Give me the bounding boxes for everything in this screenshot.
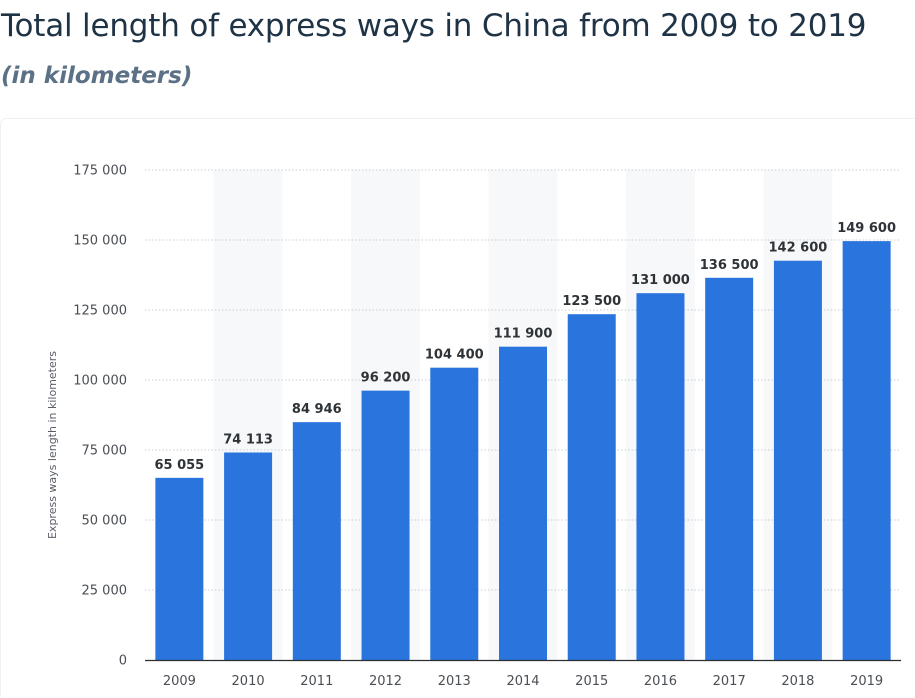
y-tick-label-0: 0: [119, 654, 127, 669]
bar-2009: [155, 477, 204, 660]
x-tick-label-2014: 2014: [506, 674, 539, 689]
bar-chart: 65 055 74 113 84 946 96 200 104 400 111 900 12…: [46, 164, 901, 689]
x-tick-label-2019: 2019: [850, 674, 883, 689]
value-label-2011: 84 946: [292, 402, 342, 417]
chart-panel: 65 055 74 113 84 946 96 200 104 400 111 900 12…: [0, 118, 915, 697]
y-tick-label-175000: 175 000: [73, 164, 127, 179]
value-label-2014: 111 900: [494, 327, 553, 342]
value-label-2018: 142 600: [769, 241, 828, 256]
chart-title: Total length of express ways in China fr…: [1, 8, 867, 44]
chart-header: Total length of express ways in China fr…: [0, 0, 915, 118]
bar-2014: [499, 346, 547, 660]
y-tick-label-100000: 100 000: [73, 374, 127, 389]
x-tick-label-2016: 2016: [644, 674, 677, 689]
bar-2012: [361, 390, 410, 660]
y-tick-label-75000: 75 000: [82, 444, 128, 459]
value-label-2009: 65 055: [154, 458, 204, 473]
bar-2017: [705, 277, 754, 660]
x-tick-label-2012: 2012: [369, 674, 402, 689]
value-label-2010: 74 113: [223, 432, 273, 447]
value-label-2012: 96 200: [361, 371, 411, 386]
bar-2019: [842, 241, 891, 660]
x-tick-label-2017: 2017: [713, 674, 746, 689]
value-label-2016: 131 000: [631, 273, 690, 288]
x-tick-label-2011: 2011: [300, 674, 333, 689]
bar-2015: [567, 314, 616, 660]
x-axis-ticks: 2009 2010 2011 2012 2013 2014 2015 2016 2017 2018…: [163, 674, 883, 689]
value-label-2019: 149 600: [837, 221, 896, 236]
y-tick-label-125000: 125 000: [73, 304, 127, 319]
bar-2010: [224, 452, 273, 660]
x-tick-label-2018: 2018: [781, 674, 814, 689]
bars: [155, 241, 891, 660]
x-tick-label-2013: 2013: [438, 674, 471, 689]
bar-2016: [636, 293, 685, 660]
value-labels: 65 055 74 113 84 946 96 200 104 400 111 900 12…: [154, 221, 896, 473]
y-axis-title: Express ways length in kilometers: [46, 351, 59, 539]
value-label-2015: 123 500: [562, 294, 621, 309]
bar-2011: [292, 422, 341, 660]
x-tick-label-2009: 2009: [163, 674, 196, 689]
bar-2013: [430, 367, 479, 660]
x-tick-label-2015: 2015: [575, 674, 608, 689]
y-tick-label-25000: 25 000: [82, 584, 128, 599]
y-axis-ticks: 0 25 000 50 000 75 000 100 000 125 000 150 000…: [73, 164, 127, 669]
y-tick-label-50000: 50 000: [82, 514, 128, 529]
x-tick-label-2010: 2010: [232, 674, 265, 689]
chart-subtitle: (in kilometers): [1, 63, 193, 89]
value-label-2017: 136 500: [700, 258, 759, 273]
value-label-2013: 104 400: [425, 348, 484, 363]
y-tick-label-150000: 150 000: [73, 234, 127, 249]
bar-2018: [773, 260, 822, 660]
